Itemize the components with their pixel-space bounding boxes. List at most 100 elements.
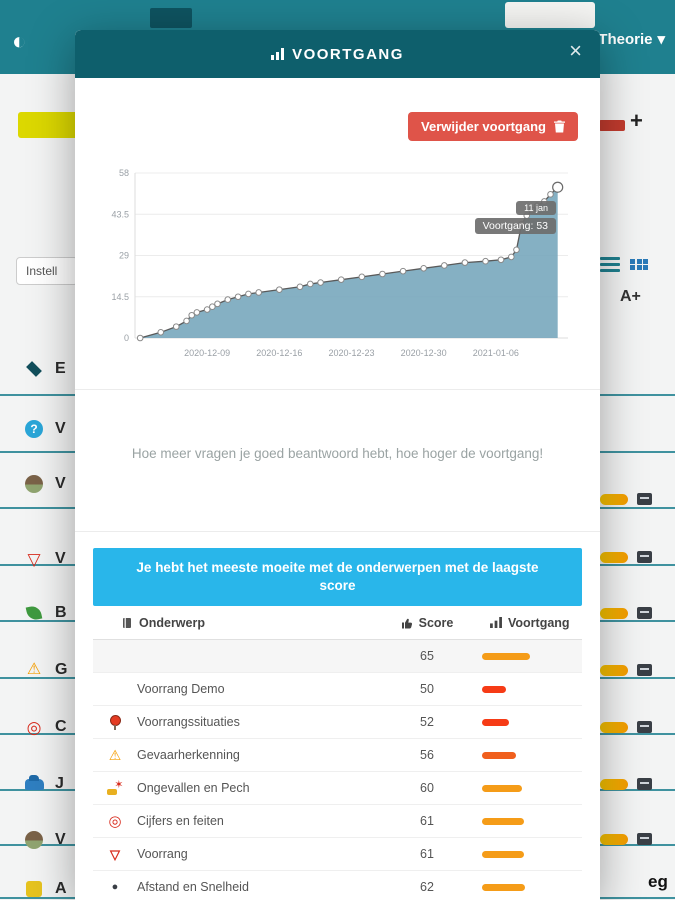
table-row[interactable]: ● Afstand en Snelheid 62 (93, 871, 582, 900)
warning-triangle-icon: ⚠ (26, 661, 42, 678)
sidebar-item[interactable]: J (24, 771, 64, 797)
warning-triangle-icon: ⚠ (108, 747, 122, 764)
svg-text:2020-12-16: 2020-12-16 (256, 348, 302, 358)
sidebar-item[interactable]: V (24, 471, 66, 497)
column-score-label: Score (418, 615, 454, 630)
sidebar-item-label: V (55, 420, 66, 437)
book-icon[interactable] (637, 778, 652, 790)
grid-view-icon[interactable] (630, 258, 648, 271)
theorie-menu-label: Theorie (598, 30, 653, 48)
topbar-button[interactable] (505, 2, 595, 28)
chart-tooltip: 11 jan Voortgang: 53 (474, 201, 556, 234)
svg-text:2020-12-23: 2020-12-23 (328, 348, 374, 358)
speedometer-icon: ● (111, 880, 119, 893)
score-value: 60 (420, 781, 434, 796)
table-row[interactable]: ✶ Ongevallen en Pech 60 (93, 772, 582, 806)
progress-bar (482, 784, 522, 792)
contrast-toggle-icon[interactable]: ◐ (12, 28, 27, 55)
score-value: 52 (420, 715, 434, 730)
add-button[interactable]: + (630, 108, 643, 133)
svg-text:43.5: 43.5 (111, 209, 129, 219)
book-icon[interactable] (637, 493, 652, 505)
table-header-row: Onderwerp Score Voortgang (93, 606, 582, 641)
book-icon[interactable] (637, 551, 652, 563)
progress-bar (482, 883, 526, 891)
book-icon[interactable] (637, 664, 652, 676)
book-icon[interactable] (637, 607, 652, 619)
avatar-icon (25, 475, 43, 493)
trash-icon (554, 120, 565, 133)
topic-label: Cijfers en feiten (137, 814, 224, 829)
topic-label: Voorrangssituaties (137, 715, 240, 730)
row-accessory (600, 606, 652, 620)
close-icon[interactable]: × (569, 38, 582, 63)
table-row[interactable]: Voorrangssituaties 52 (93, 706, 582, 740)
signal-bars-icon (490, 617, 502, 629)
app-logo (150, 8, 192, 28)
sidebar-item[interactable]: ▽ V (24, 546, 66, 572)
thumbs-up-icon (401, 618, 412, 629)
table-row[interactable]: ⚠ Gevaarherkenning 56 (93, 739, 582, 773)
progress-bar (482, 751, 516, 759)
chevron-down-icon: ▾ (657, 31, 665, 48)
svg-text:2020-12-30: 2020-12-30 (401, 348, 447, 358)
topic-label: Ongevallen en Pech (137, 781, 250, 796)
tooltip-date: 11 jan (516, 201, 556, 215)
sidebar-item[interactable]: A (24, 876, 67, 900)
divider (75, 389, 600, 390)
settings-button[interactable]: Instell (16, 257, 78, 285)
book-icon[interactable] (637, 833, 652, 845)
modal-header: VOORTGANG × (75, 30, 600, 78)
progress-bar (482, 850, 524, 858)
progress-bar (482, 817, 524, 825)
table-row[interactable]: Voorrang Demo 50 (93, 673, 582, 707)
theorie-menu[interactable]: Theorie ▾ (598, 30, 665, 49)
highlight-button[interactable] (18, 112, 78, 138)
question-circle-icon: ? (25, 420, 43, 438)
sidebar-item[interactable]: B (24, 600, 67, 626)
book-icon (123, 617, 131, 628)
traffic-pin-icon (110, 714, 121, 730)
book-icon[interactable] (637, 721, 652, 733)
target-icon: ◎ (26, 717, 42, 737)
svg-text:58: 58 (119, 168, 129, 178)
list-view-icon[interactable] (600, 257, 620, 272)
sidebar-item[interactable]: ◎ C (24, 714, 67, 740)
sidebar-item-label: J (55, 775, 64, 792)
table-row[interactable]: 65 (93, 640, 582, 674)
progress-bar (482, 718, 510, 726)
sidebar-item-label: V (55, 550, 66, 567)
delete-progress-label: Verwijder voortgang (421, 119, 546, 134)
progress-bar (482, 685, 506, 693)
progress-pill (600, 493, 628, 505)
progress-pill (600, 721, 628, 733)
signal-bars-icon (271, 48, 285, 60)
graduation-cap-icon (26, 361, 42, 377)
sidebar-item[interactable]: V (24, 827, 66, 853)
progress-mini-bar (599, 120, 625, 131)
crash-icon: ✶ (106, 779, 124, 795)
score-value: 61 (420, 814, 434, 829)
table-row[interactable]: ▽ Voorrang 61 (93, 838, 582, 872)
row-accessory (600, 492, 652, 506)
sidebar-item[interactable]: ? V (24, 416, 66, 442)
score-value: 61 (420, 847, 434, 862)
score-value: 62 (420, 880, 434, 895)
sidebar-item[interactable]: ⚠ G (24, 657, 68, 683)
settings-button-label: Instell (26, 264, 58, 278)
row-accessory (600, 663, 652, 677)
svg-text:2020-12-09: 2020-12-09 (184, 348, 230, 358)
progress-pill (600, 551, 628, 563)
table-row[interactable]: ◎ Cijfers en feiten 61 (93, 805, 582, 839)
progress-pill (600, 833, 628, 845)
svg-text:29: 29 (119, 251, 129, 261)
sidebar-item[interactable]: E (24, 356, 66, 382)
tooltip-value: Voortgang: 53 (474, 218, 556, 234)
chart-note: Hoe meer vragen je goed beantwoord hebt,… (131, 446, 544, 461)
font-size-button[interactable]: A+ (620, 288, 641, 305)
sidebar-item-label: C (55, 718, 67, 735)
svg-text:14.5: 14.5 (111, 292, 129, 302)
topic-label: Gevaarherkenning (137, 748, 240, 763)
give-way-sign-icon: ▽ (27, 549, 41, 569)
delete-progress-button[interactable]: Verwijder voortgang (408, 112, 578, 141)
